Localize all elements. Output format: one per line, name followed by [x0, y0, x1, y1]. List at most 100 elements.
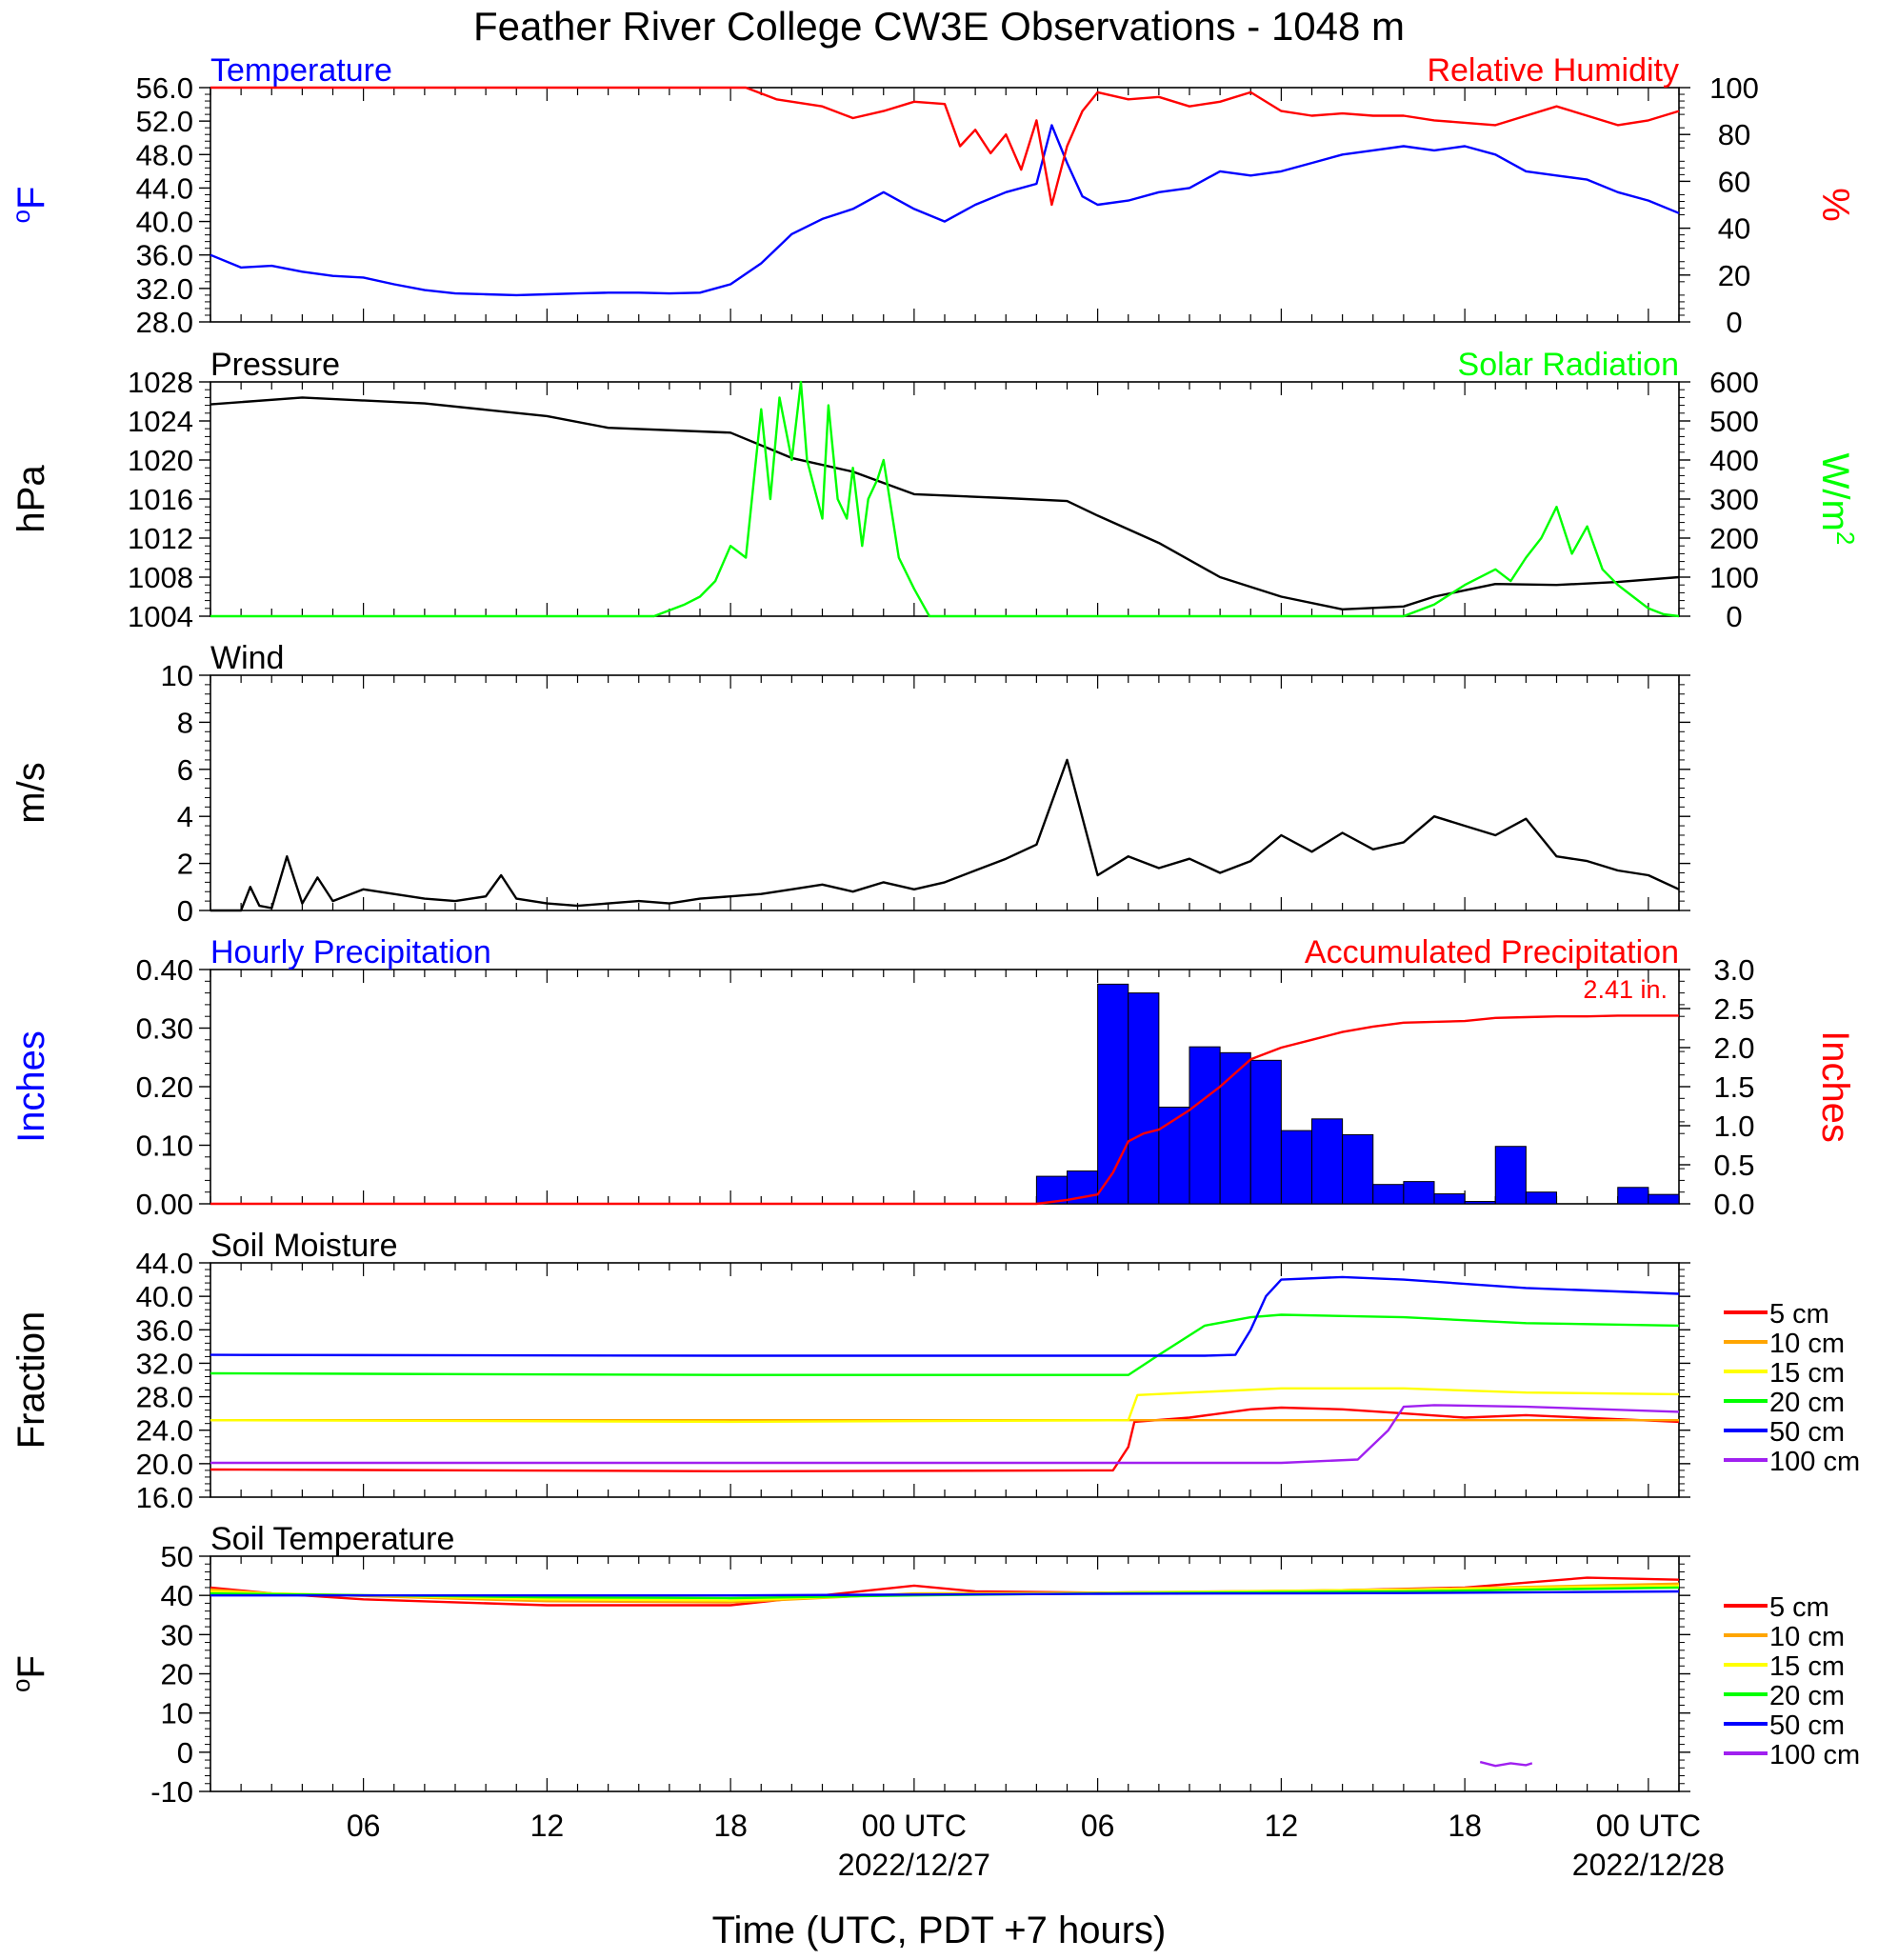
- y-tick-label: 48.0: [136, 138, 193, 171]
- y-axis-title-left-text: Inches: [10, 1030, 52, 1143]
- precip-bar: [1128, 992, 1160, 1205]
- precip-bar: [1311, 1118, 1344, 1205]
- y-tick-label: 60: [1718, 165, 1750, 198]
- y-tick-label: 400: [1709, 444, 1759, 477]
- y-tick-label: 1004: [128, 600, 193, 633]
- y-tick-label: 0.0: [1713, 1188, 1754, 1221]
- y-axis-title-right: %: [1814, 188, 1856, 222]
- precip-bar: [1403, 1181, 1435, 1205]
- x-tick-label: 00 UTC: [862, 1809, 967, 1843]
- y-tick-label: 1012: [128, 522, 193, 555]
- y-axis-title-left: hPa: [10, 465, 52, 533]
- y-tick-label: 1016: [128, 483, 193, 516]
- y-tick-label: 44.0: [136, 171, 193, 205]
- precip-bar: [1189, 1046, 1221, 1205]
- precip-bar: [1097, 983, 1129, 1205]
- legend-label: 15 cm: [1769, 1651, 1845, 1682]
- y-tick-label: 0.40: [136, 953, 193, 987]
- y-axis-title-right-text: W/m2: [1814, 453, 1860, 546]
- wind-panel: 0 2 4 6 8 10 Wind m/s: [10, 640, 1690, 928]
- y-tick-label: 20.0: [136, 1448, 193, 1481]
- series-line-50-cm: [210, 1275, 1680, 1357]
- series-line-50-cm: [210, 1590, 1680, 1597]
- soil-moisture-panel: 16.020.024.028.032.036.040.044.0 Soil Moi…: [10, 1228, 1860, 1514]
- precipitation-panel: 0.00 0.10 0.20 0.30 0.40 0.0 0.5 1.0 1.5 2.0 2.5 3.…: [10, 934, 1856, 1221]
- legend-label: 100 cm: [1769, 1740, 1860, 1770]
- y-tick-label: 1028: [128, 366, 193, 399]
- y-axis-title-left: m/s: [10, 762, 52, 823]
- precip-bar: [1525, 1191, 1557, 1205]
- y-tick-label: 50: [161, 1540, 193, 1573]
- y-axis-title-right-text: %: [1814, 188, 1856, 222]
- legend-label: 5 cm: [1769, 1299, 1829, 1330]
- panel-title-left: Hourly Precipitation: [210, 934, 491, 970]
- precip-bar: [1494, 1146, 1527, 1205]
- degree-symbol: o: [7, 210, 35, 223]
- x-tick-label: 18: [1448, 1809, 1482, 1843]
- y-tick-label: 300: [1709, 483, 1759, 516]
- y-tick-label: 40.0: [136, 1280, 193, 1313]
- y-tick-label: 20: [161, 1658, 193, 1691]
- x-tick-label: 06: [347, 1809, 381, 1843]
- y-axis-title-left-text: m/s: [10, 762, 52, 823]
- y-axis-title-left: Fraction: [10, 1311, 52, 1450]
- y-tick-label: 0.10: [136, 1130, 193, 1163]
- figure-title: Feather River College CW3E Observations …: [473, 4, 1405, 49]
- legend-label: 5 cm: [1769, 1592, 1829, 1623]
- y-tick-label: 1020: [128, 444, 193, 477]
- legend-label: 50 cm: [1769, 1710, 1845, 1741]
- precip-bar: [1648, 1193, 1680, 1205]
- panel-title-right: Accumulated Precipitation: [1305, 934, 1679, 970]
- legend-label: 15 cm: [1769, 1358, 1845, 1389]
- y-tick-label: 1008: [128, 561, 193, 594]
- x-tick-label: 06: [1081, 1809, 1115, 1843]
- y-tick-label: 0: [177, 1736, 193, 1770]
- y-tick-label: 1024: [128, 405, 193, 438]
- y-tick-label: 32.0: [136, 1347, 193, 1380]
- series-line-pressure: [210, 396, 1680, 610]
- y-tick-label: -10: [150, 1775, 193, 1809]
- y-tick-label: 0.00: [136, 1188, 193, 1221]
- y-tick-label: 36.0: [136, 1313, 193, 1347]
- y-tick-label: 20: [1718, 259, 1750, 292]
- y-tick-label: 0.5: [1713, 1149, 1754, 1182]
- panel-title-left: Soil Moisture: [210, 1228, 398, 1264]
- y-tick-label: 28.0: [136, 306, 193, 339]
- y-tick-label: 8: [177, 706, 193, 739]
- y-tick-label: 52.0: [136, 105, 193, 138]
- precip-bar: [1280, 1130, 1312, 1205]
- panel-title-left: Temperature: [210, 52, 392, 89]
- series-line-100-cm: [210, 1404, 1680, 1465]
- precip-bar: [1158, 1107, 1190, 1205]
- precip-bar: [1249, 1059, 1282, 1205]
- precip-bar: [1372, 1184, 1405, 1205]
- y-tick-label: 600: [1709, 366, 1759, 399]
- series-line-accumulated-precipitation: [210, 1014, 1679, 1206]
- y-tick-label: 30: [161, 1618, 193, 1651]
- precip-bar: [1433, 1193, 1466, 1205]
- unit-letter: F: [10, 187, 52, 210]
- y-tick-label: 40.0: [136, 206, 193, 239]
- unit-letter: F: [10, 1655, 52, 1678]
- y-tick-label: 100: [1709, 561, 1759, 594]
- y-tick-label: 2.5: [1713, 992, 1754, 1026]
- y-tick-label: 3.0: [1713, 953, 1754, 987]
- y-tick-label: 16.0: [136, 1481, 193, 1514]
- y-tick-label: 1.5: [1713, 1070, 1754, 1104]
- y-axis-title-left: oF: [7, 187, 52, 224]
- accumulated-total-label: 2.41 in.: [1583, 975, 1668, 1004]
- y-tick-label: 56.0: [136, 71, 193, 105]
- panel-title-right: Relative Humidity: [1427, 52, 1679, 89]
- y-tick-label: 32.0: [136, 272, 193, 306]
- y-axis-title-left-text: oF: [7, 187, 52, 224]
- panel-title-left: Pressure: [210, 347, 340, 383]
- series-line-relative-humidity: [210, 86, 1680, 207]
- y-tick-label: 80: [1718, 118, 1750, 151]
- y-tick-label: 10: [161, 1697, 193, 1730]
- precip-bar: [1219, 1051, 1251, 1205]
- y-tick-label: 0.20: [136, 1070, 193, 1104]
- y-axis-title-right: W/m2: [1814, 453, 1860, 546]
- precip-bar: [1342, 1133, 1374, 1205]
- x-tick-label: 12: [530, 1809, 565, 1843]
